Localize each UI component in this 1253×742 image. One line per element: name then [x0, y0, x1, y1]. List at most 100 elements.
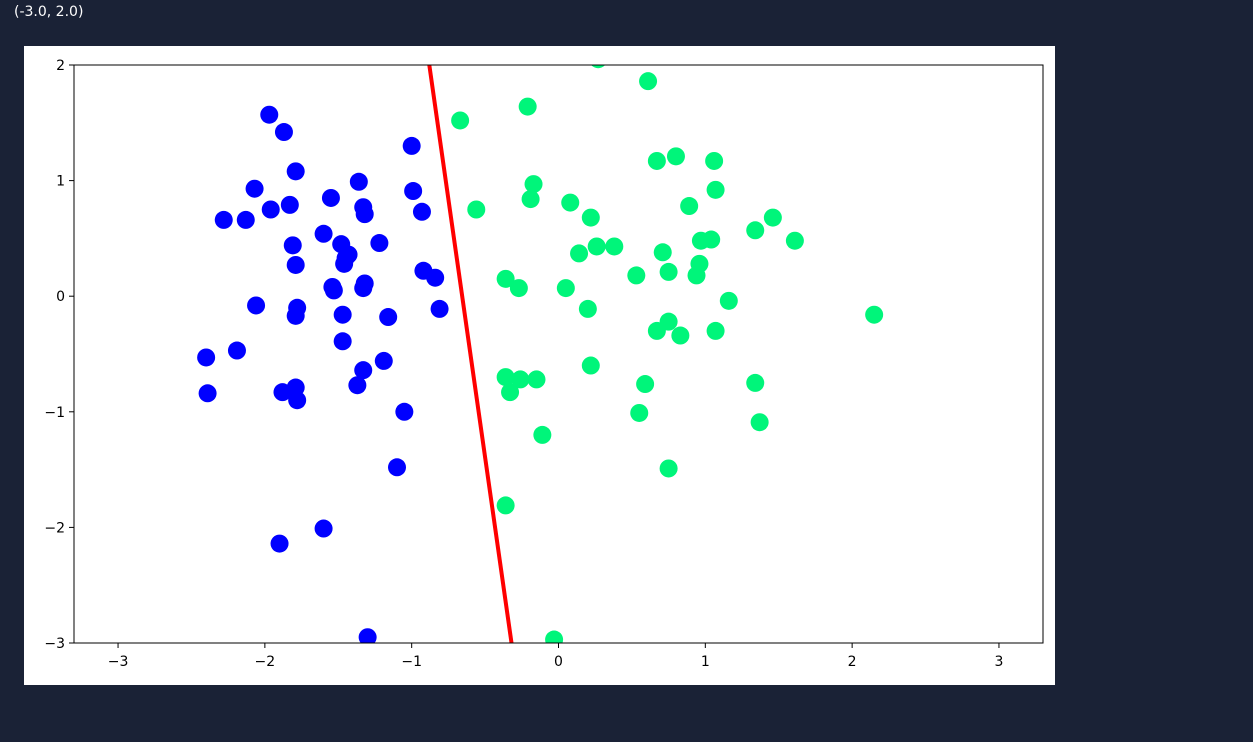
y-tick-label: 0: [56, 289, 65, 305]
data-point-series-1: [358, 628, 377, 643]
y-tick-label: −3: [44, 636, 65, 652]
data-point-series-2: [496, 269, 515, 288]
data-point-series-1: [335, 254, 354, 273]
data-point-series-2: [521, 190, 540, 209]
data-point-series-2: [545, 630, 564, 643]
data-point-series-2: [630, 403, 649, 422]
data-point-series-1: [283, 236, 302, 255]
data-point-series-1: [355, 205, 374, 224]
data-point-series-2: [467, 200, 486, 219]
scatter-plot: −3 −2 −1 0 1 2 3 −3 −2 −1 0 1 2: [44, 58, 1044, 670]
data-point-series-1: [280, 195, 299, 214]
data-point-series-2: [636, 375, 655, 394]
data-point-series-2: [578, 299, 597, 318]
y-tick-label: 2: [56, 58, 65, 74]
data-point-series-2: [527, 370, 546, 389]
data-point-series-2: [719, 291, 738, 310]
data-point-series-2: [746, 373, 765, 392]
data-point-series-2: [591, 65, 606, 69]
data-point-series-1: [321, 188, 340, 207]
data-point-series-2: [639, 72, 658, 91]
x-tick-label: 1: [701, 654, 710, 670]
data-point-series-1: [395, 402, 414, 421]
data-point-series-1: [286, 306, 305, 325]
data-point-series-1: [236, 210, 255, 229]
data-point-series-2: [702, 230, 721, 249]
data-point-series-1: [274, 123, 293, 142]
data-point-series-2: [785, 231, 804, 250]
data-point-series-2: [509, 279, 528, 298]
data-point-series-2: [627, 266, 646, 285]
cell-output-text: (-3.0, 2.0): [14, 4, 84, 20]
data-point-series-1: [333, 332, 352, 351]
data-point-series-1: [227, 341, 246, 360]
data-point-series-2: [706, 321, 725, 340]
data-point-series-1: [426, 268, 445, 287]
data-point-series-1: [333, 305, 352, 324]
data-point-series-1: [198, 384, 217, 403]
data-point-series-2: [659, 262, 678, 281]
data-point-series-2: [533, 425, 552, 444]
data-point-series-2: [570, 244, 589, 263]
data-point-series-1: [197, 348, 216, 367]
data-point-series-1: [379, 308, 398, 327]
data-point-series-2: [501, 383, 520, 402]
data-point-series-2: [556, 279, 575, 298]
data-point-series-2: [865, 305, 884, 324]
data-point-series-1: [412, 202, 431, 221]
data-point-series-1: [374, 351, 393, 370]
data-point-series-1: [388, 458, 406, 477]
data-point-series-2: [659, 459, 678, 478]
data-point-series-2: [680, 197, 699, 216]
data-point-series-2: [750, 413, 769, 432]
data-point-series-1: [270, 534, 289, 553]
data-point-series-1: [261, 200, 280, 219]
x-tick-label: −3: [108, 654, 129, 670]
points-layer: [197, 65, 884, 643]
scatter-figure: −3 −2 −1 0 1 2 3 −3 −2 −1 0 1 2: [24, 46, 1055, 685]
data-point-series-2: [451, 111, 470, 130]
data-point-series-2: [605, 237, 624, 256]
data-point-series-1: [286, 162, 305, 181]
data-point-series-2: [706, 180, 725, 199]
x-tick-label: 3: [994, 654, 1003, 670]
x-tick-label: 0: [554, 654, 563, 670]
y-tick-label: 1: [56, 174, 65, 190]
data-point-series-2: [671, 326, 690, 345]
x-tick-label: −1: [401, 654, 422, 670]
data-point-series-2: [647, 151, 666, 170]
data-point-series-1: [314, 519, 333, 538]
data-point-series-1: [348, 376, 367, 395]
data-point-series-2: [518, 97, 537, 116]
data-point-series-2: [561, 193, 580, 212]
data-point-series-1: [247, 296, 266, 315]
data-point-series-1: [245, 179, 264, 198]
data-point-series-2: [496, 368, 515, 387]
data-point-series-1: [430, 299, 449, 318]
data-point-series-1: [286, 255, 305, 274]
data-point-series-1: [402, 136, 421, 155]
data-point-series-1: [354, 361, 373, 380]
data-point-series-2: [653, 243, 672, 262]
data-point-series-2: [746, 221, 765, 240]
data-point-series-1: [288, 391, 307, 410]
data-point-series-2: [587, 237, 606, 256]
data-point-series-1: [260, 105, 279, 124]
data-point-series-2: [659, 312, 678, 331]
data-point-series-2: [511, 370, 530, 389]
plot-frame: [73, 64, 1044, 644]
data-point-series-2: [705, 151, 724, 170]
data-point-series-1: [324, 281, 343, 300]
data-point-series-2: [581, 208, 600, 227]
data-point-series-2: [524, 175, 543, 194]
x-tick-label: 2: [848, 654, 857, 670]
decision-boundary-line: [427, 65, 514, 643]
data-point-series-2: [687, 266, 706, 285]
data-point-series-2: [496, 496, 515, 515]
data-point-series-1: [214, 210, 233, 229]
data-point-series-1: [354, 279, 373, 298]
data-point-series-1: [314, 224, 333, 243]
data-point-series-1: [404, 182, 423, 201]
y-tick-label: −1: [44, 405, 65, 421]
x-tick-label: −2: [255, 654, 276, 670]
